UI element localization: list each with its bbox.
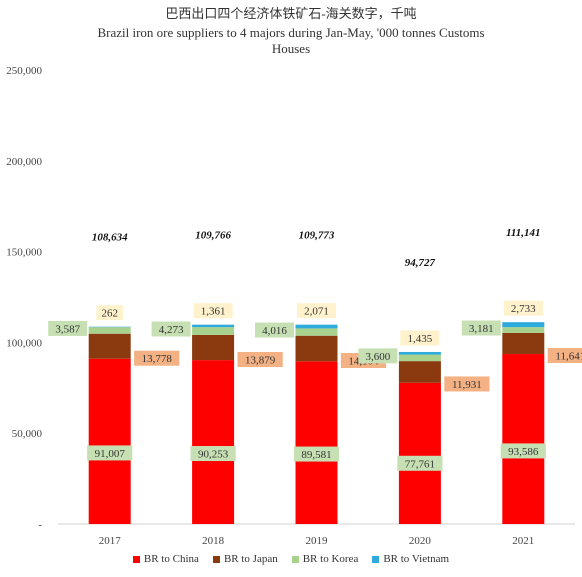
data-label-box [151,321,191,337]
data-label-box [293,446,340,462]
data-label-box [397,455,443,471]
data-label: 4,273 [159,324,184,336]
legend-item-japan: BR to Japan [212,553,278,565]
data-label: 90,253 [198,449,229,461]
legend-swatch-japan [212,555,220,563]
data-label: 3,600 [366,351,391,363]
data-label: 13,879 [245,354,276,366]
data-label: 3,181 [469,323,494,335]
data-label: 13,778 [142,353,173,365]
data-label: 77,761 [405,458,435,470]
data-label-box [400,330,440,346]
data-label: 11,931 [452,379,482,391]
data-label-box [461,320,501,336]
legend-label-china: BR to China [143,553,199,565]
bar-segment-br-to-japan [502,332,545,355]
bar-segment-br-to-japan [295,335,338,362]
total-label: 109,773 [299,230,335,242]
data-label-box [547,347,582,363]
x-tick-label: 2019 [306,535,329,547]
data-label-box [444,376,490,392]
data-label-box [237,351,283,367]
bar-segment-br-to-vietnam [192,324,235,328]
data-label-box [87,445,133,461]
bar-segment-br-to-korea [88,327,131,334]
bar-segment-br-to-china [88,358,131,524]
x-tick-label: 2021 [512,535,534,547]
total-label: 108,634 [92,232,128,244]
data-label: 2,071 [304,306,329,318]
data-label: 4,016 [262,325,287,337]
data-label: 93,586 [508,446,539,458]
data-label: 3,587 [55,323,80,335]
legend-swatch-china [132,555,140,563]
bar-segment-br-to-china [192,360,235,524]
legend-label-japan: BR to Japan [223,553,278,565]
data-label-box [190,446,236,462]
data-label: 89,581 [301,449,331,461]
bar-segment-br-to-vietnam [502,322,545,328]
legend: BR to China BR to Japan BR to Korea BR t… [0,553,582,565]
y-tick-label: - [38,519,42,531]
data-label: 1,435 [408,333,433,345]
chart-title-english: Brazil iron ore suppliers to 4 majors du… [97,25,485,40]
bar-segment-br-to-korea [502,327,545,333]
data-label-box [500,443,546,459]
bar-segment-br-to-vietnam [295,324,338,329]
data-label: 91,007 [95,448,126,460]
chart-title-english-cont: Houses [271,41,311,56]
bar-segment-br-to-japan [192,334,235,361]
legend-swatch-korea [291,555,299,563]
bar-segment-br-to-china [502,354,545,524]
data-label-box [297,303,336,319]
data-label: 1,361 [201,306,226,318]
x-tick-label: 2018 [202,535,225,547]
legend-label-korea: BR to Korea [302,553,359,565]
y-tick-label: 150,000 [6,247,42,259]
legend-item-vietnam: BR to Vietnam [372,553,449,565]
data-label: 2,733 [511,303,536,315]
x-tick-label: 2017 [99,535,122,547]
data-label-box [96,305,123,321]
bar-segment-br-to-china [295,361,338,524]
data-label-box [503,300,543,316]
data-label-box [358,348,398,364]
legend-label-vietnam: BR to Vietnam [383,553,450,565]
x-tick-label: 2020 [409,535,432,547]
total-label: 111,141 [506,227,541,239]
legend-item-china: BR to China [132,553,199,565]
bar-segment-br-to-japan [88,333,131,359]
bar-segment-br-to-china [398,382,441,524]
data-label-box [134,350,180,366]
y-tick-label: 200,000 [6,156,42,168]
bar-segment-br-to-korea [192,327,235,335]
chart-title-chinese: 巴西出口四个经济体铁矿石-海关数字，千吨 [165,6,417,21]
data-label-box [48,320,88,336]
legend-item-korea: BR to Korea [291,553,359,565]
bar-segment-br-to-japan [398,361,441,383]
legend-swatch-vietnam [372,555,380,563]
data-label: 262 [101,308,118,320]
bar-segment-br-to-korea [398,354,441,362]
total-label: 109,766 [195,230,231,242]
bar-segment-br-to-korea [295,328,338,336]
y-tick-label: 250,000 [6,65,42,77]
data-label-box [255,322,294,338]
total-label: 94,727 [405,257,436,269]
y-tick-label: 50,000 [12,428,43,440]
bar-segment-br-to-vietnam [398,351,441,355]
y-tick-label: 100,000 [6,337,42,349]
data-label-box [193,303,233,319]
data-label: 11,641 [555,350,582,362]
